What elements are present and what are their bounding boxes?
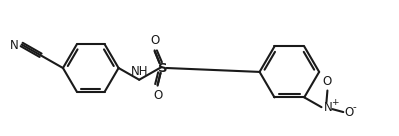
Text: N: N	[324, 101, 332, 114]
Text: O: O	[323, 75, 332, 88]
Text: N: N	[10, 39, 19, 52]
Text: S: S	[158, 61, 167, 75]
Text: +: +	[332, 98, 339, 107]
Text: O: O	[344, 106, 354, 119]
Text: -: -	[352, 102, 356, 112]
Text: O: O	[153, 89, 162, 102]
Text: NH: NH	[130, 65, 148, 78]
Text: O: O	[150, 34, 159, 47]
